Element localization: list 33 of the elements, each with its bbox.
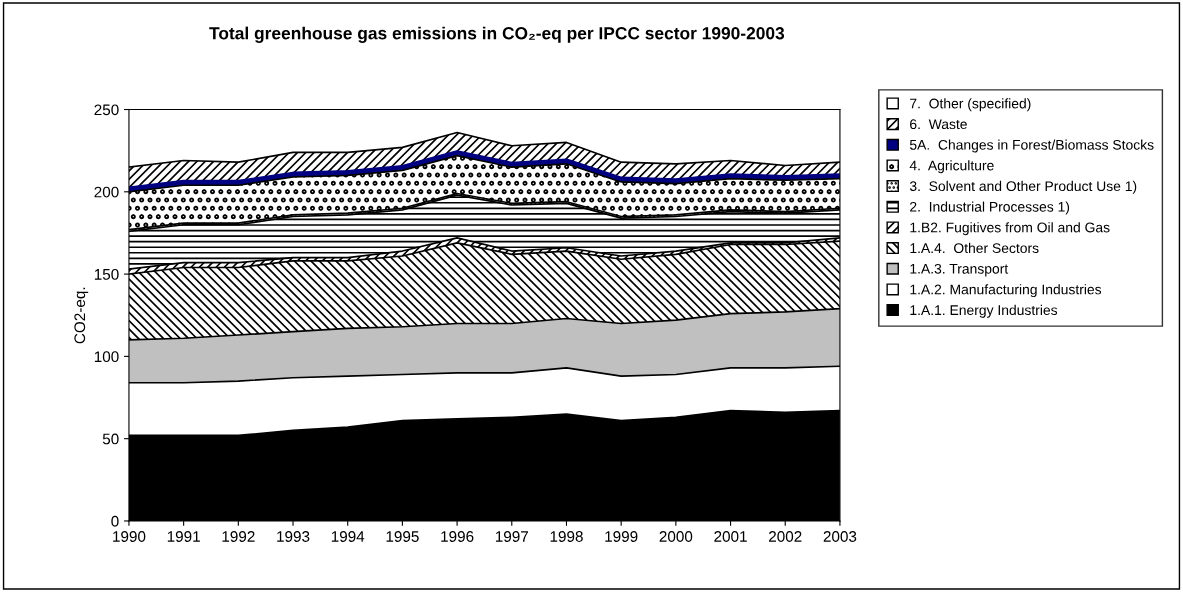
y-axis-title: CO2-eq. [74, 287, 89, 344]
legend-label: 5A. Changes in Forest/Biomass Stocks [909, 139, 1154, 153]
x-tick-label: 1994 [331, 531, 365, 542]
legend-label: 1.A.1. Energy Industries [910, 304, 1058, 318]
legend-label: 1.A.3. Transport [910, 263, 1009, 277]
x-tick-label: 1992 [222, 531, 255, 542]
legend-label: 1.B2. Fugitives from Oil and Gas [910, 222, 1110, 236]
x-tick-label: 1991 [167, 531, 200, 542]
x-tick-label: 2003 [823, 531, 857, 542]
x-tick-label: 1999 [605, 531, 638, 542]
y-tick-label: 150 [94, 268, 119, 280]
x-tick-label: 1998 [550, 531, 583, 542]
x-tick-label: 1996 [441, 531, 474, 542]
x-tick-label: 2000 [659, 531, 693, 542]
y-tick-label: 250 [94, 104, 119, 116]
legend-label: 1.A.2. Manufacturing Industries [910, 284, 1102, 298]
y-tick-label: 100 [94, 351, 119, 363]
x-tick-label: 1997 [495, 531, 529, 542]
legend-label: 2. Industrial Processes 1) [910, 201, 1070, 215]
x-tick-label: 2002 [769, 531, 802, 542]
y-tick-label: 50 [102, 433, 119, 445]
legend-label: 1.A.4. Other Sectors [910, 242, 1039, 254]
x-tick-label: 1993 [277, 531, 310, 542]
y-tick-label: 0 [111, 515, 119, 527]
y-tick-label: 200 [94, 186, 119, 198]
x-tick-label: 1995 [386, 531, 419, 542]
chart-title: Total greenhouse gas emissions in CO₂-eq per IPCC sector 1990-2003 [209, 26, 785, 43]
legend-label: 6. Waste [910, 119, 967, 130]
x-tick-label: 1990 [113, 531, 146, 542]
legend-label: 7. Other (specified) [910, 98, 1031, 112]
legend-label: 4. Agriculture [909, 160, 994, 174]
x-tick-label: 2001 [714, 531, 747, 542]
legend-label: 3. Solvent and Other Product Use 1) [909, 180, 1137, 194]
